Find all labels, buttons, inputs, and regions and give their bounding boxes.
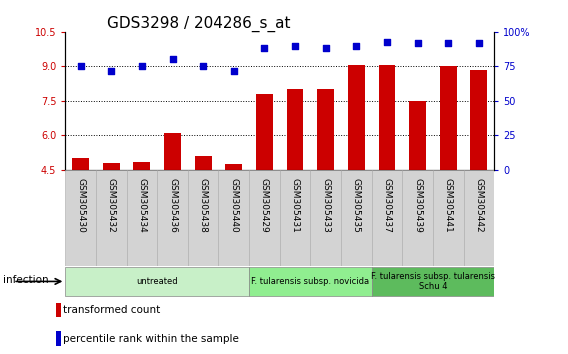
Bar — [65, 267, 249, 296]
Bar — [310, 170, 341, 266]
Text: untreated: untreated — [136, 277, 178, 286]
Bar — [72, 159, 89, 170]
Bar — [249, 267, 371, 296]
Text: percentile rank within the sample: percentile rank within the sample — [63, 334, 239, 344]
Text: GDS3298 / 204286_s_at: GDS3298 / 204286_s_at — [107, 16, 291, 32]
Bar — [318, 90, 334, 170]
Text: F. tularensis subsp. tularensis
Schu 4: F. tularensis subsp. tularensis Schu 4 — [371, 272, 495, 291]
Point — [413, 40, 422, 46]
Text: GSM305437: GSM305437 — [382, 178, 391, 233]
Bar — [225, 164, 242, 170]
Point — [199, 64, 208, 69]
Text: GSM305438: GSM305438 — [199, 178, 208, 233]
Point — [474, 40, 483, 46]
Bar — [371, 170, 402, 266]
Text: GSM305436: GSM305436 — [168, 178, 177, 233]
Text: GSM305440: GSM305440 — [229, 178, 239, 232]
Point — [321, 46, 330, 51]
Bar — [256, 94, 273, 170]
Text: transformed count: transformed count — [63, 306, 160, 315]
Bar — [127, 170, 157, 266]
Text: GSM305442: GSM305442 — [474, 178, 483, 232]
Text: GSM305435: GSM305435 — [352, 178, 361, 233]
Bar — [195, 156, 212, 170]
Point — [229, 68, 239, 73]
Bar — [56, 331, 61, 346]
Bar — [157, 170, 188, 266]
Bar — [56, 303, 61, 317]
Point — [168, 57, 177, 62]
Text: infection: infection — [3, 275, 48, 285]
Text: GSM305439: GSM305439 — [413, 178, 422, 233]
Text: GSM305432: GSM305432 — [107, 178, 116, 232]
Bar — [96, 170, 127, 266]
Text: GSM305431: GSM305431 — [291, 178, 299, 233]
Bar — [188, 170, 219, 266]
Point — [137, 64, 147, 69]
Point — [352, 43, 361, 48]
Bar — [463, 170, 494, 266]
Point — [107, 68, 116, 73]
Bar — [280, 170, 310, 266]
Bar — [409, 101, 426, 170]
Text: GSM305430: GSM305430 — [76, 178, 85, 233]
Point — [76, 64, 85, 69]
Bar — [440, 67, 457, 170]
Point — [444, 40, 453, 46]
Text: GSM305433: GSM305433 — [321, 178, 330, 233]
Bar — [219, 170, 249, 266]
Bar — [433, 170, 463, 266]
Bar — [348, 65, 365, 170]
Point — [260, 46, 269, 51]
Text: F. tularensis subsp. novicida: F. tularensis subsp. novicida — [251, 277, 369, 286]
Text: GSM305434: GSM305434 — [137, 178, 147, 232]
Text: GSM305441: GSM305441 — [444, 178, 453, 232]
Bar — [133, 162, 151, 170]
Bar — [103, 163, 120, 170]
Bar — [402, 170, 433, 266]
Bar — [470, 70, 487, 170]
Bar — [341, 170, 371, 266]
Point — [290, 43, 299, 48]
Bar — [249, 170, 280, 266]
Bar — [287, 90, 303, 170]
Bar — [164, 133, 181, 170]
Bar — [371, 267, 494, 296]
Bar — [378, 65, 395, 170]
Bar — [65, 170, 96, 266]
Point — [382, 39, 391, 44]
Text: GSM305429: GSM305429 — [260, 178, 269, 232]
